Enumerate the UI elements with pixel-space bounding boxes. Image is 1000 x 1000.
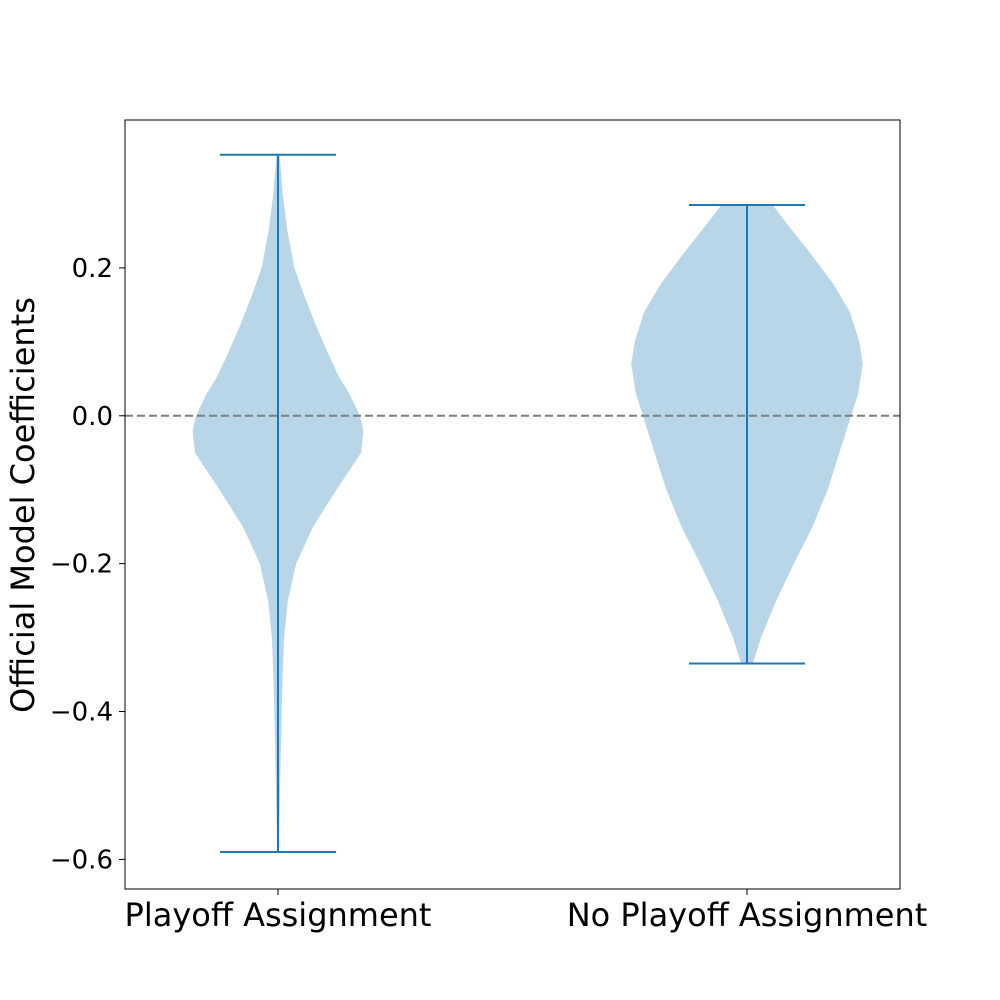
y-tick-label: 0.0 — [72, 402, 113, 432]
x-tick-label: No Playoff Assignment — [567, 896, 928, 934]
violin-bodies — [192, 154, 863, 853]
y-tick-label: −0.4 — [50, 698, 113, 728]
y-tick-label: −0.6 — [50, 845, 113, 875]
x-tick-label: Playoff Assignment — [125, 896, 432, 934]
violin-lines — [220, 153, 805, 854]
y-tick-label: −0.2 — [50, 550, 113, 580]
y-axis-ticks: −0.6 −0.4 −0.2 0.0 0.2 — [50, 254, 125, 875]
y-tick-label: 0.2 — [72, 254, 113, 284]
plot-area-frame — [124, 119, 901, 890]
y-axis-title: Official Model Coefficients — [4, 297, 42, 713]
x-axis-ticks: Playoff Assignment No Playoff Assignment — [125, 889, 928, 934]
